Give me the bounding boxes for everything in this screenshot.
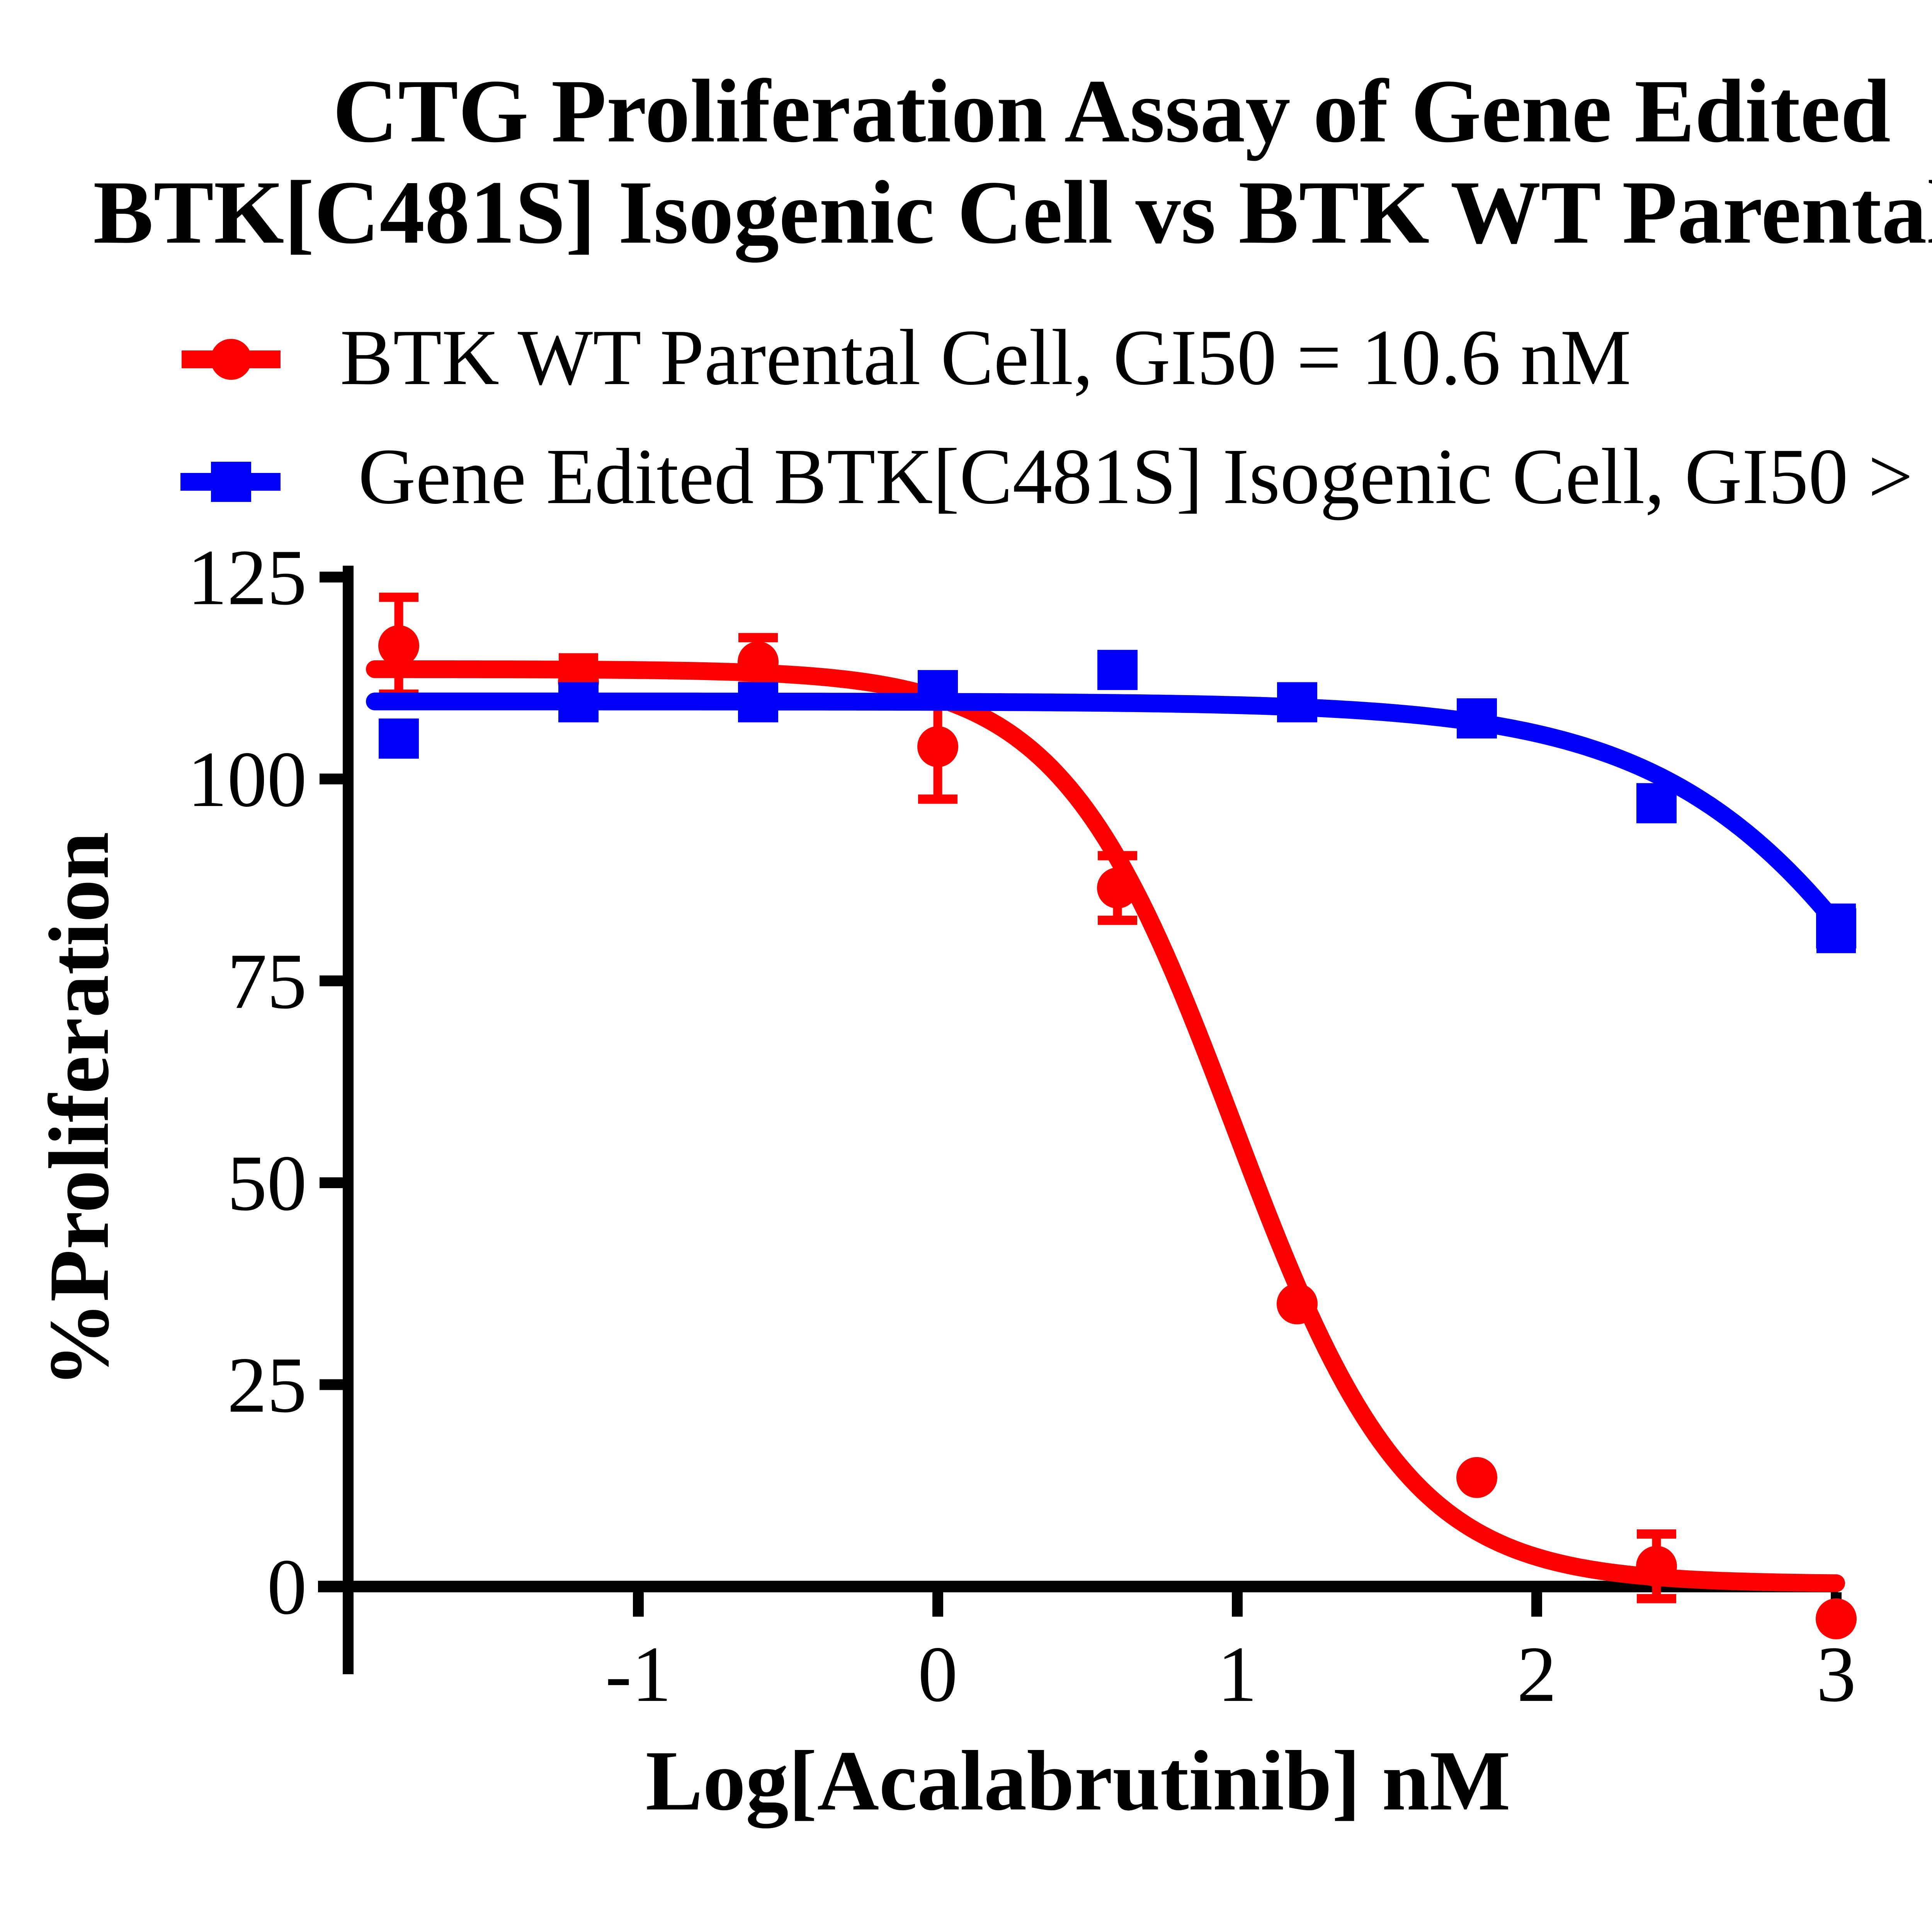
data-point-circle <box>1636 1546 1677 1587</box>
data-point-circle <box>1456 1457 1497 1498</box>
chart-title: CTG Proliferation Assay of Gene Edited B… <box>0 60 1932 263</box>
data-point-square <box>1816 908 1856 949</box>
legend-circle-marker <box>211 339 252 380</box>
y-tick-label: 100 <box>187 735 307 823</box>
y-tick-label: 50 <box>227 1139 307 1227</box>
data-point-square <box>918 670 958 711</box>
fit-curve <box>366 692 1845 933</box>
x-tick-label: -1 <box>605 1630 672 1718</box>
x-tick-label: 3 <box>1816 1630 1856 1718</box>
data-point-circle <box>1277 1283 1318 1325</box>
y-tick-label: 25 <box>227 1341 307 1429</box>
legend-square-marker <box>211 462 251 502</box>
fit-curve <box>366 660 1845 1592</box>
data-point-square <box>738 682 778 723</box>
data-point-circle <box>917 726 958 767</box>
data-point-circle <box>378 625 419 667</box>
x-axis-title: Log[Acalabrutinib] nM <box>645 1733 1511 1828</box>
data-point-square <box>1097 650 1138 690</box>
data-point-square <box>1457 698 1497 739</box>
y-tick-label: 125 <box>187 533 307 622</box>
y-axis-title: %Proliferation <box>32 832 127 1388</box>
legend-label-isogenic: Gene Edited BTK[C481S] Isogenic Cell, GI… <box>358 432 1932 520</box>
y-tick-label: 0 <box>267 1542 307 1631</box>
data-point-square <box>558 682 599 723</box>
chart-title-line1: CTG Proliferation Assay of Gene Edited <box>332 61 1891 161</box>
data-point-circle <box>1816 1598 1857 1639</box>
data-point-square <box>379 718 419 759</box>
data-point-circle <box>1097 867 1138 909</box>
chart-title-line2: BTK[C481S] Isogenic Cell vs BTK WT Paren… <box>93 162 1932 262</box>
data-point-square <box>1636 783 1677 823</box>
x-tick-label: 2 <box>1517 1630 1557 1718</box>
x-tick-label: 1 <box>1218 1630 1257 1718</box>
x-tick-label: 0 <box>918 1630 958 1718</box>
data-point-circle <box>738 641 779 682</box>
y-tick-label: 75 <box>227 937 307 1025</box>
legend-label-wt: BTK WT Parental Cell, GI50 = 10.6 nM <box>340 313 1631 401</box>
data-point-square <box>1277 682 1317 723</box>
